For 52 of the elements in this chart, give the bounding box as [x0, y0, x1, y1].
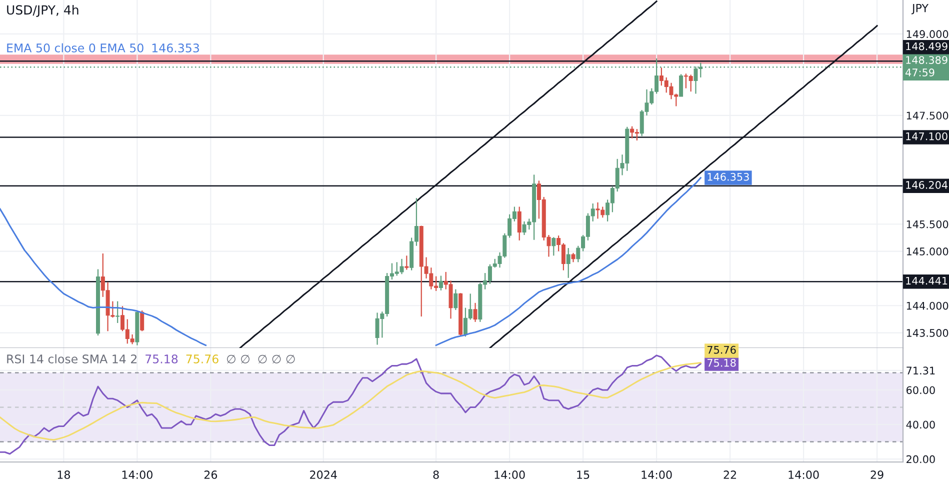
x-tick-label: 2024: [310, 470, 337, 479]
y-tick-label: 144.000: [906, 302, 948, 310]
candlestick: [140, 310, 144, 332]
x-tick-label: 8: [433, 470, 439, 479]
candlestick: [571, 252, 576, 263]
candlestick: [454, 288, 458, 311]
x-tick-label: 14:00: [642, 470, 672, 479]
y-tick-label: 71.31: [906, 366, 935, 375]
line-series: [0, 362, 702, 441]
data-label: 75.76: [708, 346, 736, 354]
x-tick-label: 18: [58, 470, 70, 479]
ref-line-label: 148.499: [906, 42, 948, 50]
annotation: ∅ ∅ ∅: [258, 354, 295, 364]
annotation: ∅ ∅: [226, 354, 250, 364]
y-tick-label: 145.000: [906, 248, 948, 256]
candlestick: [552, 236, 556, 256]
x-tick-label: 14:00: [494, 470, 525, 479]
y-tick-label: 60.00: [906, 386, 935, 394]
x-tick-label: 22: [724, 470, 736, 479]
candlestick: [679, 74, 684, 97]
x-tick-label: 14:00: [788, 470, 819, 479]
ref-line-label: 144.441: [906, 276, 948, 285]
text: 75.76: [186, 354, 218, 364]
candlestick: [473, 302, 478, 322]
y-tick-label: 147.500: [906, 112, 948, 120]
y-tick-label: 145.500: [906, 220, 948, 228]
data-label: 75.18: [708, 358, 736, 367]
y-axis-title: JPY: [911, 4, 929, 14]
y-tick-label: 20.00: [906, 455, 935, 464]
candlestick: [404, 255, 409, 270]
y-tick-label: 40.00: [906, 420, 935, 429]
line-series: [0, 354, 702, 455]
candlestick: [116, 300, 120, 324]
ref-line-label: 148.389: [906, 56, 948, 64]
candlestick: [517, 206, 522, 241]
chart-title: USD/JPY, 4h: [7, 4, 78, 17]
text: 47:59: [906, 68, 934, 76]
text: 75.18: [146, 354, 178, 364]
candlestick: [566, 247, 570, 278]
y-tick-label: 149.000: [906, 30, 948, 38]
data-label: 146.353: [708, 172, 749, 181]
ref-line-label: 147.100: [906, 132, 948, 140]
candlestick: [438, 275, 443, 291]
y-tick-label: 143.500: [906, 329, 948, 337]
text: EMA 50 close 0 EMA 50: [7, 43, 144, 52]
x-tick-label: 26: [204, 470, 218, 479]
x-tick-label: 29: [870, 470, 884, 479]
x-tick-label: 14:00: [122, 470, 152, 479]
ref-line-label: 146.204: [906, 181, 948, 189]
text: 146.353: [152, 43, 199, 52]
chart-title: RSI 14 close SMA 14 2: [7, 354, 136, 364]
x-tick-label: 15: [577, 470, 590, 479]
